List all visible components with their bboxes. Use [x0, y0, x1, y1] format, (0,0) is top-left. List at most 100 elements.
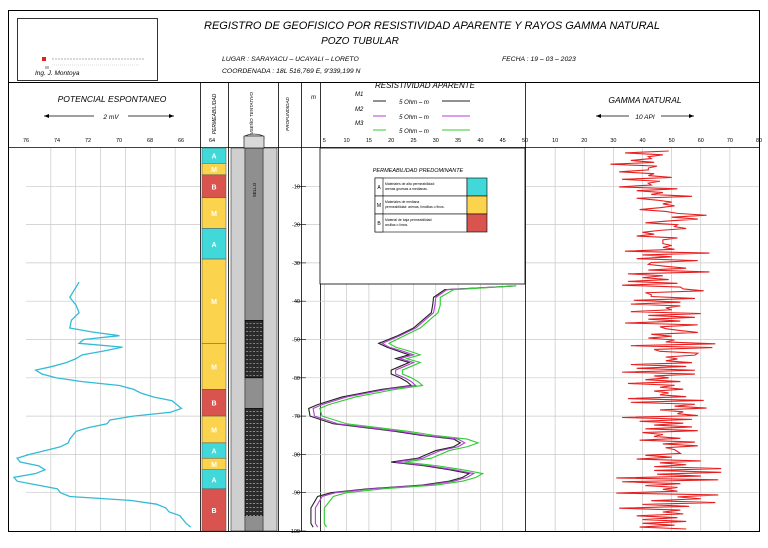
depth-tick-label: -40: [292, 299, 300, 305]
location-label: LUGAR : SARAYACU – UCAYALI – LORETO: [222, 56, 359, 63]
m2-key-label: M2: [355, 107, 364, 113]
permeability-interval-label: M: [211, 364, 217, 371]
depth-tick-label: -60: [292, 376, 300, 382]
gamma-curve: [610, 150, 722, 530]
depth-unit: m: [311, 95, 316, 101]
gamma-tick-label: 20: [581, 138, 587, 144]
permeability-interval-label: M: [211, 167, 217, 174]
legend-row-text: Materiales de alta permeabilidad:: [385, 182, 435, 186]
permeability-interval-label: A: [211, 154, 216, 161]
depth-tick-label: -10: [292, 184, 300, 190]
permeability-interval-M: [201, 258, 227, 344]
gamma-title: GAMMA NATURAL: [608, 95, 681, 105]
m3-key-label: M3: [355, 121, 364, 127]
gamma-tick-label: 80: [756, 138, 762, 144]
m3-scale-label: 5 Ohm – m: [399, 129, 429, 135]
report-subtitle: POZO TUBULAR: [321, 36, 399, 47]
depth-tick-label: -80: [292, 452, 300, 458]
resistivity-tick-label: 30: [433, 138, 439, 144]
date-label: FECHA : 19 – 03 – 2023: [502, 56, 576, 63]
resistivity-tick-label: 20: [388, 138, 394, 144]
gamma-scale-label: 10 API: [635, 114, 654, 121]
resistivity-curve-m2: [312, 285, 517, 528]
annular-seal-left: [230, 147, 246, 532]
legend-row-text: arcillas o limos.: [385, 223, 408, 227]
logo-mark: [42, 57, 145, 69]
permeability-interval-label: M: [211, 211, 217, 218]
permeability-interval-label: B: [211, 508, 216, 515]
report-title: REGISTRO DE GEOFISICO POR RESISTIVIDAD A…: [204, 20, 660, 32]
m1-scale-label: 5 Ohm – m: [399, 100, 429, 106]
sp-tick-label: 64: [209, 138, 215, 144]
sp-scale-bar: [44, 112, 174, 120]
m2-scale-label: 5 Ohm – m: [399, 115, 429, 121]
legend-key-letter: A: [377, 185, 381, 191]
resistivity-tick-label: 45: [500, 138, 506, 144]
resistivity-tick-label: 50: [522, 138, 528, 144]
permeability-interval-B: [201, 488, 227, 532]
well-collar: [243, 135, 265, 149]
sp-curve: [12, 281, 192, 528]
permeability-interval-B: [201, 389, 227, 417]
sp-tick-label: 74: [54, 138, 60, 144]
author-label: Ing. J. Montoya: [35, 70, 80, 77]
sp-title: POTENCIAL ESPONTANEO: [58, 94, 167, 104]
depth-tick-label: -20: [292, 223, 300, 229]
legend-row-text: arenas gruesas a medianas.: [385, 187, 428, 191]
design-title: DISEÑO TENTATIVO: [248, 92, 254, 136]
sp-tick-label: 66: [178, 138, 184, 144]
resistivity-title: RESISTIVIDAD APARENTE: [375, 81, 476, 90]
screen-segment: [244, 320, 264, 379]
gamma-scale-bar: [596, 112, 694, 120]
m1-key-label: M1: [355, 92, 363, 98]
depth-tick-label: -70: [292, 414, 300, 420]
permeability-interval-label: M: [211, 462, 217, 469]
permeability-interval-label: A: [211, 449, 216, 456]
gamma-tick-label: 30: [610, 138, 616, 144]
permeability-interval-label: M: [211, 299, 217, 306]
blank-casing-segment: [244, 147, 264, 321]
header-column-lines: [8, 83, 760, 531]
blank-casing-segment: [244, 377, 264, 409]
permeability-interval-label: B: [211, 401, 216, 408]
permeability-interval-label: A: [211, 477, 216, 484]
depth-title: PROFUNDIDAD: [285, 96, 290, 130]
resistivity-tick-label: 5: [323, 138, 326, 144]
resistivity-tick-label: 35: [455, 138, 461, 144]
seal-label: SELLO: [252, 182, 257, 197]
depth-tick-label: -90: [292, 491, 300, 497]
sp-tick-label: 70: [116, 138, 122, 144]
sp-tick-label: 68: [147, 138, 153, 144]
resistivity-tick-label: 10: [344, 138, 350, 144]
legend-key-cell: [374, 213, 384, 233]
depth-tick-label: -30: [292, 261, 300, 267]
gamma-tick-label: 40: [639, 138, 645, 144]
permeability-interval-label: M: [211, 428, 217, 435]
permeability-interval-label: B: [211, 184, 216, 191]
gamma-tick-label: 10: [552, 138, 558, 144]
permeability-interval-M: [201, 343, 227, 390]
legend-box-title: PERMEABILIDAD PREDOMINANTE: [373, 168, 464, 174]
permeability-title: PERMEABILIDAD: [212, 93, 218, 134]
depth-tick-label: -50: [292, 338, 300, 344]
permeability-interval-A: [201, 228, 227, 260]
legend-row-text: Materiales de mediana: [385, 200, 419, 204]
legend-swatch-B: [466, 213, 488, 233]
blank-casing-segment: [244, 515, 264, 532]
permeability-interval-M: [201, 415, 227, 444]
depth-tick-label: -100: [289, 529, 300, 535]
legend-swatch-M: [466, 195, 488, 215]
legend-key-letter: B: [377, 221, 381, 227]
sp-tick-label: 76: [23, 138, 29, 144]
coordinates-label: COORDENADA : 18L 516,769 E, 9'339,199 N: [222, 68, 361, 75]
resistivity-curve-m1: [308, 285, 517, 528]
resistivity-tick-label: 15: [366, 138, 372, 144]
legend-row-text: permeabilidad: arenas, limolitas o finos…: [385, 205, 445, 209]
sp-tick-label: 72: [85, 138, 91, 144]
permeability-interval-label: A: [211, 242, 216, 249]
legend-swatch-A: [466, 177, 488, 197]
logo-box: [17, 18, 158, 81]
gamma-tick-label: 60: [698, 138, 704, 144]
